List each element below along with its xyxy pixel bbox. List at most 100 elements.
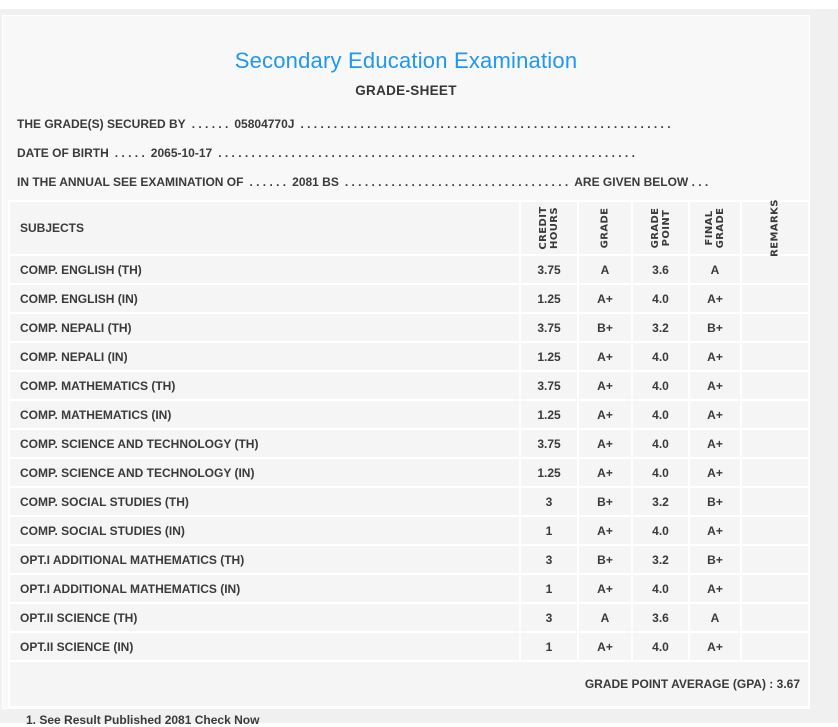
table-row: COMP. SCIENCE AND TECHNOLOGY (TH) 3.75 A… [10,430,808,457]
grade-sheet-subtitle: GRADE-SHEET [355,83,457,98]
subject-cell: OPT.I ADDITIONAL MATHEMATICS (TH) [10,546,519,573]
gpa-cell: GRADE POINT AVERAGE (GPA) : 3.67 [10,662,808,706]
grade-cell: A+ [579,517,631,544]
remarks-cell [742,488,808,515]
partially-visible-footer-link[interactable]: 1. See Result Published 2081 Check Now [26,713,260,727]
final-grade-cell: B+ [690,546,740,573]
grade-point-cell: 4.0 [633,575,688,602]
exam-year-value: 2081 BS [292,175,339,189]
grade-cell: A [579,256,631,283]
table-row: COMP. SCIENCE AND TECHNOLOGY (IN) 1.25 A… [10,459,808,486]
grade-cell: B+ [579,546,631,573]
final-grade-cell: A [690,256,740,283]
remarks-cell [742,575,808,602]
exam-year-label: IN THE ANNUAL SEE EXAMINATION OF [17,175,244,189]
remarks-cell [742,372,808,399]
grade-point-cell: 4.0 [633,459,688,486]
table-row: COMP. ENGLISH (TH) 3.75 A 3.6 A [10,256,808,283]
remarks-cell [742,343,808,370]
leader-dots: . . . . . [114,146,145,160]
remarks-header: REMARKS [742,199,808,257]
grade-cell: A+ [579,575,631,602]
grade-sheet-panel: Secondary Education Examination GRADE-SH… [2,15,810,709]
credit-hours-header-label: CREDIT HOURS [538,206,560,250]
grade-point-cell: 4.0 [633,372,688,399]
credit-hours-cell: 1 [521,517,577,544]
final-grade-cell: A+ [690,517,740,544]
gpa-label: GRADE POINT AVERAGE (GPA) : [584,677,774,691]
final-grade-cell: A+ [690,343,740,370]
remarks-cell [742,546,808,573]
table-row: OPT.I ADDITIONAL MATHEMATICS (TH) 3 B+ 3… [10,546,808,573]
subjects-table-body: COMP. ENGLISH (TH) 3.75 A 3.6 A COMP. EN… [10,256,808,660]
credit-hours-cell: 3.75 [521,372,577,399]
remarks-header-label: REMARKS [769,199,781,257]
final-grade-cell: B+ [690,314,740,341]
trailer-dots: . . . . . . . . . . . . . . . . . . . . … [218,146,635,160]
final-grade-cell: B+ [690,488,740,515]
credit-hours-cell: 1 [521,633,577,660]
grade-cell: A+ [579,459,631,486]
subject-cell: COMP. SOCIAL STUDIES (IN) [10,517,519,544]
credit-hours-cell: 1.25 [521,343,577,370]
remarks-cell [742,285,808,312]
page-title: Secondary Education Examination [234,48,578,73]
grade-cell: A+ [579,401,631,428]
subject-cell: OPT.I ADDITIONAL MATHEMATICS (IN) [10,575,519,602]
final-grade-header: FINAL GRADE [690,202,740,254]
are-given-below-suffix: ARE GIVEN BELOW . . . [574,175,709,189]
remarks-cell [742,633,808,660]
subject-cell: COMP. NEPALI (TH) [10,314,519,341]
remarks-cell [742,517,808,544]
leader-dots: . . . . . . [249,175,287,189]
table-row: OPT.II SCIENCE (IN) 1 A+ 4.0 A+ [10,633,808,660]
remarks-cell [742,401,808,428]
grade-cell: A+ [579,285,631,312]
secured-by-label: THE GRADE(S) SECURED BY [17,117,186,131]
credit-hours-cell: 1.25 [521,285,577,312]
grade-cell: B+ [579,488,631,515]
date-of-birth-line: DATE OF BIRTH . . . . . 2065-10-17 . . . . … [17,139,795,168]
trailer-dots: . . . . . . . . . . . . . . . . . . . . … [300,117,671,131]
grade-cell: A+ [579,633,631,660]
subject-cell: COMP. ENGLISH (IN) [10,285,519,312]
credit-hours-header: CREDIT HOURS [521,202,577,254]
credit-hours-cell: 3 [521,488,577,515]
grade-point-cell: 3.2 [633,546,688,573]
credit-hours-cell: 3 [521,604,577,631]
final-grade-cell: A+ [690,401,740,428]
subject-cell: COMP. SCIENCE AND TECHNOLOGY (TH) [10,430,519,457]
grade-point-cell: 4.0 [633,430,688,457]
table-row: COMP. MATHEMATICS (TH) 3.75 A+ 4.0 A+ [10,372,808,399]
remarks-cell [742,430,808,457]
table-row: OPT.II SCIENCE (TH) 3 A 3.6 A [10,604,808,631]
grade-point-header: GRADE POINT [633,202,688,254]
table-row: COMP. SOCIAL STUDIES (IN) 1 A+ 4.0 A+ [10,517,808,544]
subject-cell: OPT.II SCIENCE (IN) [10,633,519,660]
subject-cell: COMP. MATHEMATICS (TH) [10,372,519,399]
symbol-number-value: 05804770J [234,117,295,131]
subject-cell: COMP. NEPALI (IN) [10,343,519,370]
exam-year-line: IN THE ANNUAL SEE EXAMINATION OF . . . . … [17,168,795,197]
grade-point-cell: 3.2 [633,488,688,515]
subjects-header: SUBJECTS [10,202,519,254]
subject-cell: COMP. SOCIAL STUDIES (TH) [10,488,519,515]
grade-point-cell: 4.0 [633,517,688,544]
final-grade-cell: A+ [690,372,740,399]
grade-cell: A+ [579,343,631,370]
final-grade-cell: A+ [690,459,740,486]
gpa-value: 3.67 [776,677,800,691]
table-row: COMP. SOCIAL STUDIES (TH) 3 B+ 3.2 B+ [10,488,808,515]
grade-cell: B+ [579,314,631,341]
date-of-birth-value: 2065-10-17 [150,146,213,160]
table-row: OPT.I ADDITIONAL MATHEMATICS (IN) 1 A+ 4… [10,575,808,602]
credit-hours-cell: 3.75 [521,430,577,457]
table-row: COMP. NEPALI (IN) 1.25 A+ 4.0 A+ [10,343,808,370]
remarks-cell [742,604,808,631]
grade-point-cell: 3.6 [633,256,688,283]
credit-hours-cell: 3.75 [521,256,577,283]
trailer-dots: . . . . . . . . . . . . . . . . . . . . … [344,175,569,189]
final-grade-header-label: FINAL GRADE [704,207,726,249]
grade-point-cell: 4.0 [633,401,688,428]
gpa-row: GRADE POINT AVERAGE (GPA) : 3.67 [10,662,808,706]
